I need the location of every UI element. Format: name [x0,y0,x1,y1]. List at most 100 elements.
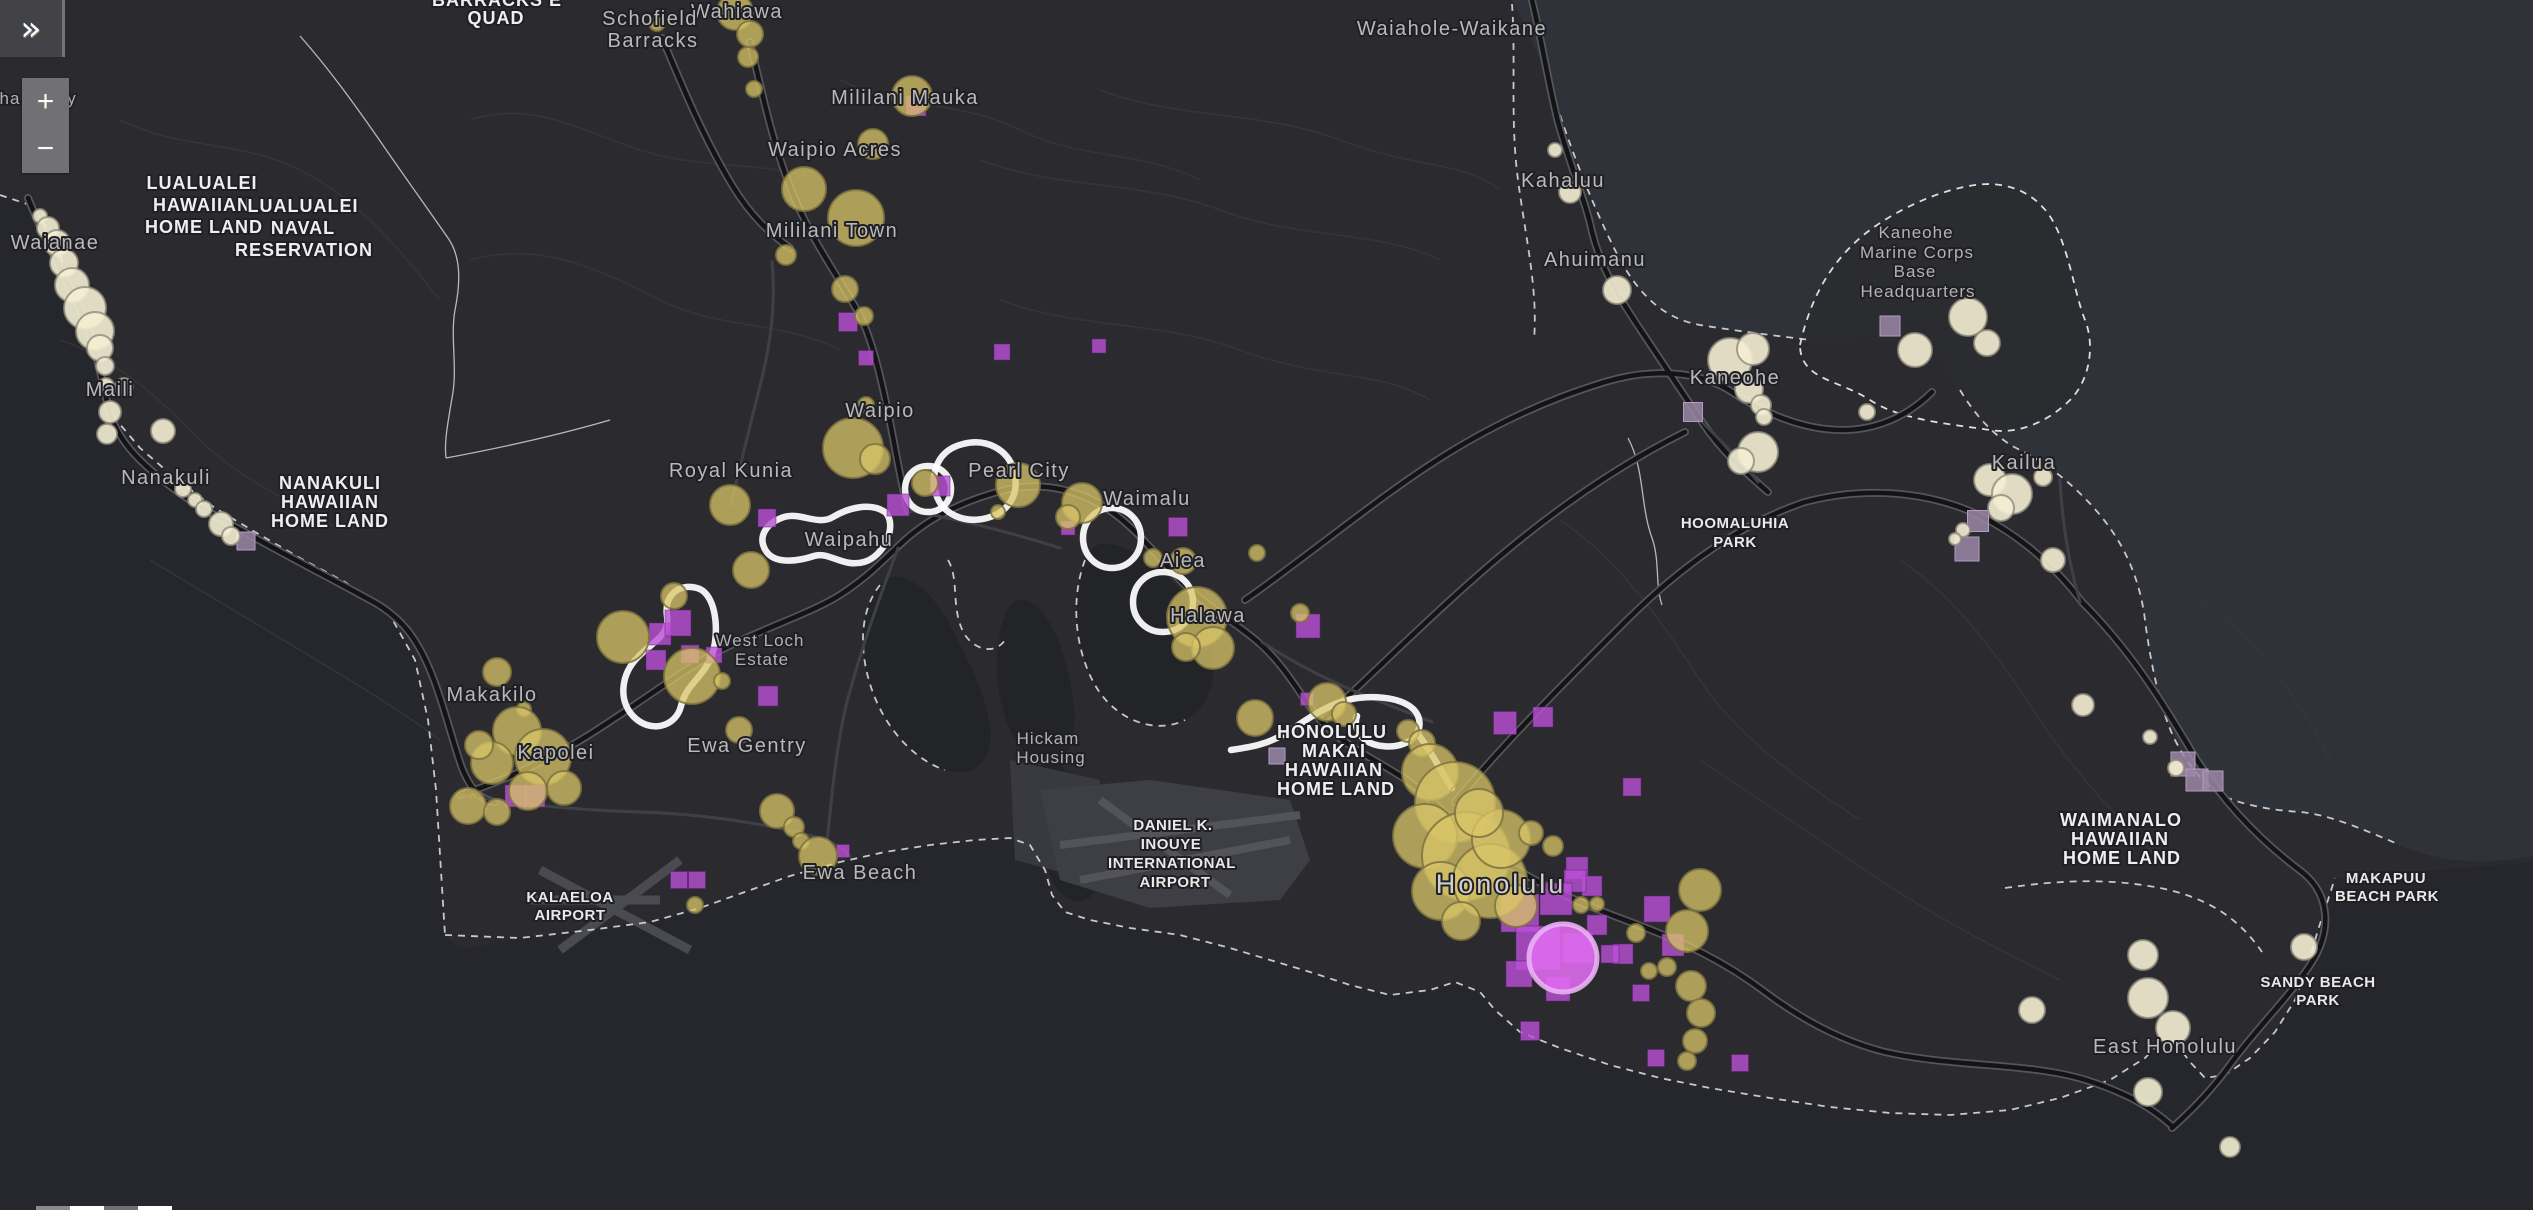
cream-circle-marker[interactable] [1858,403,1876,421]
zoom-out-button[interactable]: − [22,126,69,174]
cream-circle-marker[interactable] [1897,332,1933,368]
yellow-circle-marker[interactable] [596,610,650,664]
muted-square-marker[interactable] [1683,402,1703,422]
magenta-square-marker[interactable] [645,649,667,671]
yellow-circle-marker[interactable] [464,730,494,760]
yellow-circle-marker[interactable] [483,798,511,826]
highlight-magenta-circle[interactable] [1526,921,1600,995]
cream-circle-marker[interactable] [98,400,122,424]
yellow-circle-marker[interactable] [709,484,751,526]
yellow-circle-marker[interactable] [736,20,764,48]
cream-circle-marker[interactable] [221,526,241,546]
yellow-circle-marker[interactable] [1657,957,1677,977]
yellow-circle-marker[interactable] [1626,923,1646,943]
cream-circle-marker[interactable] [1736,332,1770,366]
cream-circle-marker[interactable] [150,418,176,444]
cream-circle-marker[interactable] [114,377,134,397]
magenta-square-marker[interactable] [1600,944,1620,964]
cream-circle-marker[interactable] [2219,1136,2241,1158]
magenta-square-marker[interactable] [1520,1021,1540,1041]
yellow-circle-marker[interactable] [759,793,795,829]
yellow-circle-marker[interactable] [1494,884,1538,928]
cream-circle-marker[interactable] [1973,329,2001,357]
magenta-square-marker[interactable] [1539,882,1573,916]
yellow-circle-marker[interactable] [1171,632,1201,662]
magenta-square-marker[interactable] [688,871,706,889]
yellow-circle-marker[interactable] [1331,701,1357,727]
magenta-square-marker[interactable] [1622,777,1642,797]
cream-circle-marker[interactable] [2018,996,2046,1024]
magenta-square-marker[interactable] [670,871,688,889]
magenta-square-marker[interactable] [858,350,874,366]
yellow-circle-marker[interactable] [891,75,933,117]
yellow-circle-marker[interactable] [1686,998,1716,1028]
yellow-circle-marker[interactable] [648,14,666,32]
cream-circle-marker[interactable] [96,423,118,445]
yellow-circle-marker[interactable] [1236,699,1274,737]
yellow-circle-marker[interactable] [660,582,688,610]
yellow-circle-marker[interactable] [798,836,838,876]
magenta-square-marker[interactable] [1647,1049,1665,1067]
cream-circle-marker[interactable] [2142,729,2158,745]
magenta-square-marker[interactable] [886,493,910,517]
magenta-square-marker[interactable] [1091,338,1107,354]
magenta-square-marker[interactable] [1493,711,1517,735]
magenta-square-marker[interactable] [757,685,779,707]
magenta-square-marker[interactable] [1643,895,1671,923]
cream-circle-marker[interactable] [2290,933,2318,961]
yellow-circle-marker[interactable] [1572,896,1590,914]
yellow-circle-marker[interactable] [725,716,753,744]
yellow-circle-marker[interactable] [1665,909,1709,953]
yellow-circle-marker[interactable] [1682,1028,1708,1054]
expand-panel-button[interactable]: » [13,12,50,46]
muted-square-marker[interactable] [2202,770,2224,792]
cream-circle-marker[interactable] [1602,275,1632,305]
yellow-circle-marker[interactable] [1589,896,1605,912]
yellow-circle-marker[interactable] [1678,868,1722,912]
yellow-circle-marker[interactable] [482,657,512,687]
yellow-circle-marker[interactable] [1640,962,1658,980]
yellow-circle-marker[interactable] [1454,788,1504,838]
cream-circle-marker[interactable] [2127,939,2159,971]
yellow-circle-marker[interactable] [449,787,487,825]
cream-circle-marker[interactable] [2133,1077,2163,1107]
yellow-circle-marker[interactable] [1290,603,1310,623]
yellow-circle-marker[interactable] [732,551,770,589]
yellow-circle-marker[interactable] [1055,504,1081,530]
magenta-square-marker[interactable] [836,844,850,858]
yellow-circle-marker[interactable] [857,396,875,414]
yellow-circle-marker[interactable] [1441,901,1481,941]
cream-circle-marker[interactable] [2033,467,2053,487]
yellow-circle-marker[interactable] [745,80,763,98]
yellow-circle-marker[interactable] [1518,820,1544,846]
yellow-circle-marker[interactable] [1677,1051,1697,1071]
muted-square-marker[interactable] [1268,747,1286,765]
yellow-circle-marker[interactable] [686,896,704,914]
yellow-circle-marker[interactable] [990,504,1006,520]
cream-circle-marker[interactable] [2040,547,2066,573]
cream-circle-marker[interactable] [174,480,192,498]
cream-circle-marker[interactable] [1948,532,1962,546]
cream-circle-marker[interactable] [1955,522,1971,538]
yellow-circle-marker[interactable] [859,443,891,475]
muted-square-marker[interactable] [1879,315,1901,337]
yellow-circle-marker[interactable] [1248,544,1266,562]
magenta-square-marker[interactable] [664,609,692,637]
yellow-circle-marker[interactable] [546,770,582,806]
cream-circle-marker[interactable] [1727,447,1755,475]
zoom-in-button[interactable]: + [22,78,69,126]
cream-circle-marker[interactable] [2155,1010,2191,1046]
magenta-square-marker[interactable] [1586,914,1608,936]
magenta-square-marker[interactable] [993,343,1011,361]
magenta-square-marker[interactable] [757,508,777,528]
yellow-circle-marker[interactable] [1169,547,1197,575]
yellow-circle-marker[interactable] [827,189,885,247]
yellow-circle-marker[interactable] [857,128,889,160]
cream-circle-marker[interactable] [195,500,213,518]
yellow-circle-marker[interactable] [737,46,759,68]
muted-square-marker[interactable] [1967,510,1989,532]
yellow-circle-marker[interactable] [854,306,874,326]
cream-circle-marker[interactable] [1755,408,1773,426]
yellow-circle-marker[interactable] [1542,835,1564,857]
